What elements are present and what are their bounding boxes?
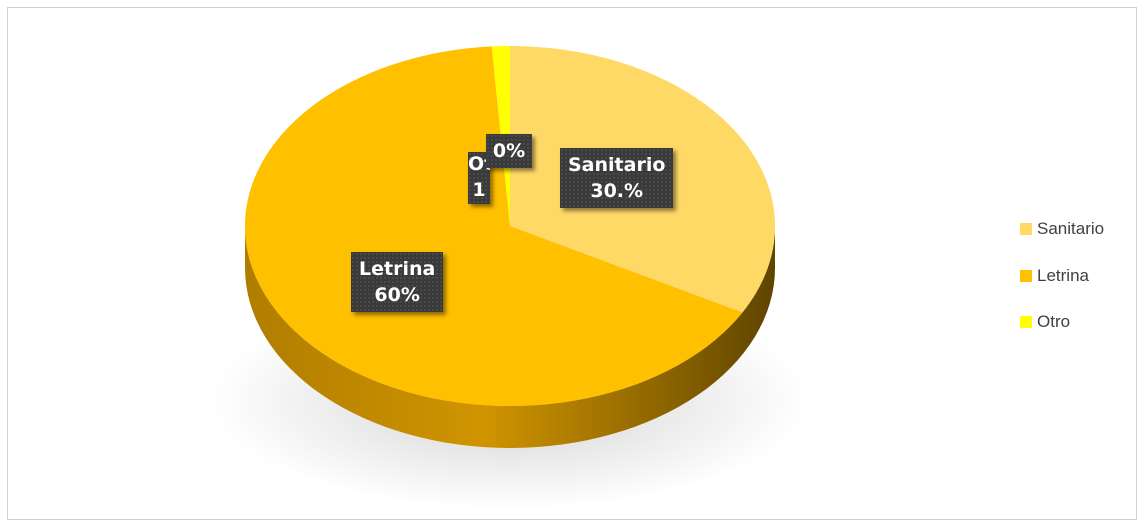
label-sanitario-value: 30.% <box>590 180 644 202</box>
label-otro-category-text: Ot <box>468 153 490 175</box>
legend-label-letrina: Letrina <box>1037 266 1089 285</box>
data-label-otro-value: 0% <box>486 134 532 168</box>
chart-legend: Sanitario Letrina Otro <box>1014 213 1136 341</box>
legend-item-letrina: Letrina <box>1020 265 1089 287</box>
legend-item-sanitario: Sanitario <box>1020 218 1104 240</box>
data-label-sanitario: Sanitario 30.% <box>560 148 674 208</box>
data-label-letrina: Letrina 60% <box>351 252 444 312</box>
label-letrina-category: Letrina <box>359 258 436 280</box>
label-otro-extra-value: 0% <box>492 140 526 162</box>
label-otro-value-text: 1 <box>472 179 486 201</box>
legend-item-otro: Otro <box>1020 311 1070 333</box>
data-label-otro-category: Ot 1 <box>468 152 490 204</box>
legend-swatch-otro <box>1020 316 1032 328</box>
label-letrina-value: 60% <box>374 284 420 306</box>
legend-label-otro: Otro <box>1037 312 1071 331</box>
legend-swatch-letrina <box>1020 270 1032 282</box>
pie-side-wall <box>245 226 775 448</box>
legend-label-sanitario: Sanitario <box>1037 219 1105 238</box>
pie-slice-letrina <box>245 46 743 407</box>
label-sanitario-category: Sanitario <box>568 154 666 176</box>
legend-swatch-sanitario <box>1020 223 1032 235</box>
